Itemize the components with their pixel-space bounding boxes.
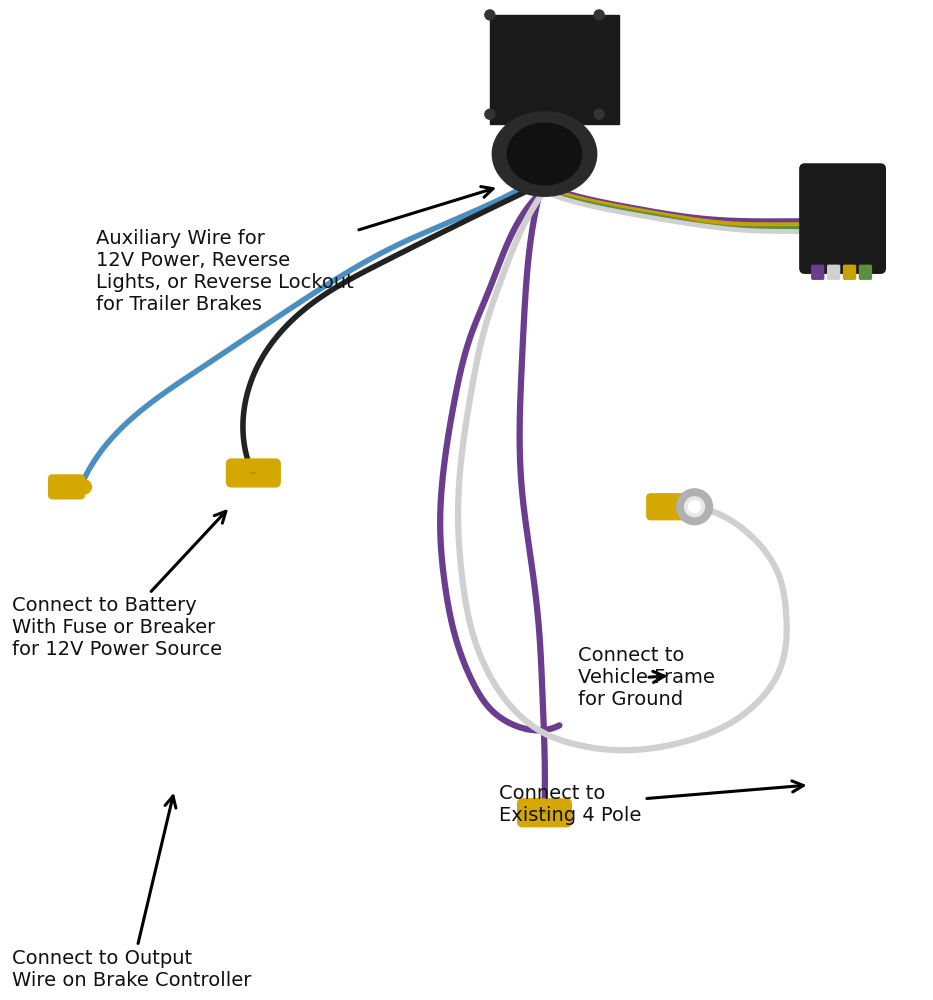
FancyBboxPatch shape — [490, 15, 619, 124]
Ellipse shape — [77, 480, 91, 494]
FancyBboxPatch shape — [518, 799, 571, 827]
Circle shape — [676, 489, 713, 525]
Text: Connect to
Existing 4 Pole: Connect to Existing 4 Pole — [499, 781, 803, 825]
FancyBboxPatch shape — [812, 265, 824, 279]
FancyBboxPatch shape — [49, 475, 85, 499]
FancyBboxPatch shape — [800, 164, 885, 273]
FancyBboxPatch shape — [859, 265, 871, 279]
Ellipse shape — [493, 112, 597, 196]
Circle shape — [685, 497, 704, 517]
Circle shape — [594, 109, 605, 119]
Circle shape — [594, 10, 605, 20]
Circle shape — [689, 501, 701, 513]
Ellipse shape — [508, 123, 582, 185]
Circle shape — [485, 10, 494, 20]
FancyBboxPatch shape — [227, 459, 280, 487]
FancyBboxPatch shape — [507, 106, 582, 162]
Text: Connect to Output
Wire on Brake Controller: Connect to Output Wire on Brake Controll… — [12, 796, 252, 990]
FancyBboxPatch shape — [647, 494, 687, 520]
Text: Auxiliary Wire for
12V Power, Reverse
Lights, or Reverse Lockout
for Trailer Bra: Auxiliary Wire for 12V Power, Reverse Li… — [96, 187, 493, 314]
FancyBboxPatch shape — [843, 265, 856, 279]
Text: Connect to Battery
With Fuse or Breaker
for 12V Power Source: Connect to Battery With Fuse or Breaker … — [12, 511, 226, 659]
FancyBboxPatch shape — [828, 265, 840, 279]
Circle shape — [485, 109, 494, 119]
Text: Connect to
Vehicle Frame
for Ground: Connect to Vehicle Frame for Ground — [578, 646, 715, 709]
